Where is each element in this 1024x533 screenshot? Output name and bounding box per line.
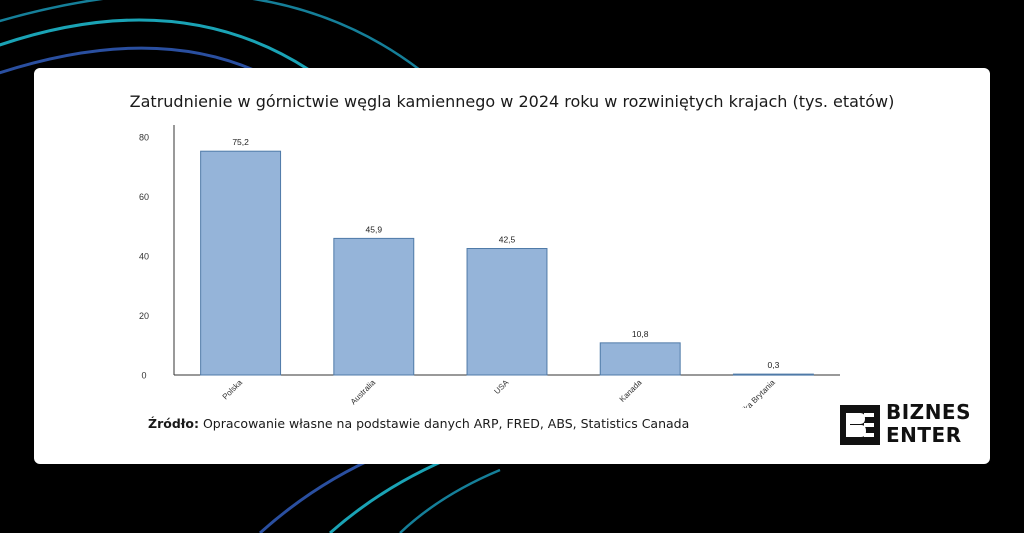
data-label: 0,3 [767, 360, 779, 370]
x-tick-label: USA [492, 378, 510, 396]
arc-decoration [399, 468, 501, 533]
source-text: Opracowanie własne na podstawie danych A… [199, 416, 690, 431]
bar [599, 342, 681, 376]
data-label: 75,2 [232, 137, 249, 147]
bar [200, 150, 282, 376]
source-label: Źródło: [148, 416, 199, 431]
source-note: Źródło: Opracowanie własne na podstawie … [148, 416, 689, 431]
logo-mark-icon [846, 413, 874, 437]
arc-decoration [0, 0, 421, 71]
x-tick-label: Kanada [618, 378, 644, 404]
chart-card: Zatrudnienie w górnictwie węgla kamienne… [34, 68, 990, 464]
logo-mark [840, 405, 880, 445]
x-tick-label: Wielka Brytania [731, 378, 777, 408]
logo-wordmark: BIZNES ENTER [886, 401, 986, 447]
y-tick-label: 20 [139, 311, 149, 321]
y-tick-label: 0 [141, 371, 146, 381]
x-tick-label: Australia [349, 378, 378, 407]
x-tick-label: Polska [221, 378, 245, 402]
data-label: 10,8 [632, 329, 649, 339]
chart-title: Zatrudnienie w górnictwie węgla kamienne… [129, 92, 895, 111]
data-label: 42,5 [499, 235, 516, 245]
bar-chart: 0 20 40 60 80 75,2 Polska 45,9 Australia 42,5 USA 1… [139, 125, 840, 408]
logo-line-1: BIZNES [886, 400, 971, 424]
bar [466, 248, 548, 376]
bar [333, 237, 415, 376]
data-label: 45,9 [366, 224, 383, 234]
y-tick-label: 40 [139, 251, 149, 261]
y-tick-label: 80 [139, 132, 149, 142]
logo-line-2: ENTER [886, 423, 962, 447]
bar [732, 373, 814, 376]
bizneser-logo: BIZNES ENTER [840, 401, 980, 448]
y-tick-label: 60 [139, 192, 149, 202]
